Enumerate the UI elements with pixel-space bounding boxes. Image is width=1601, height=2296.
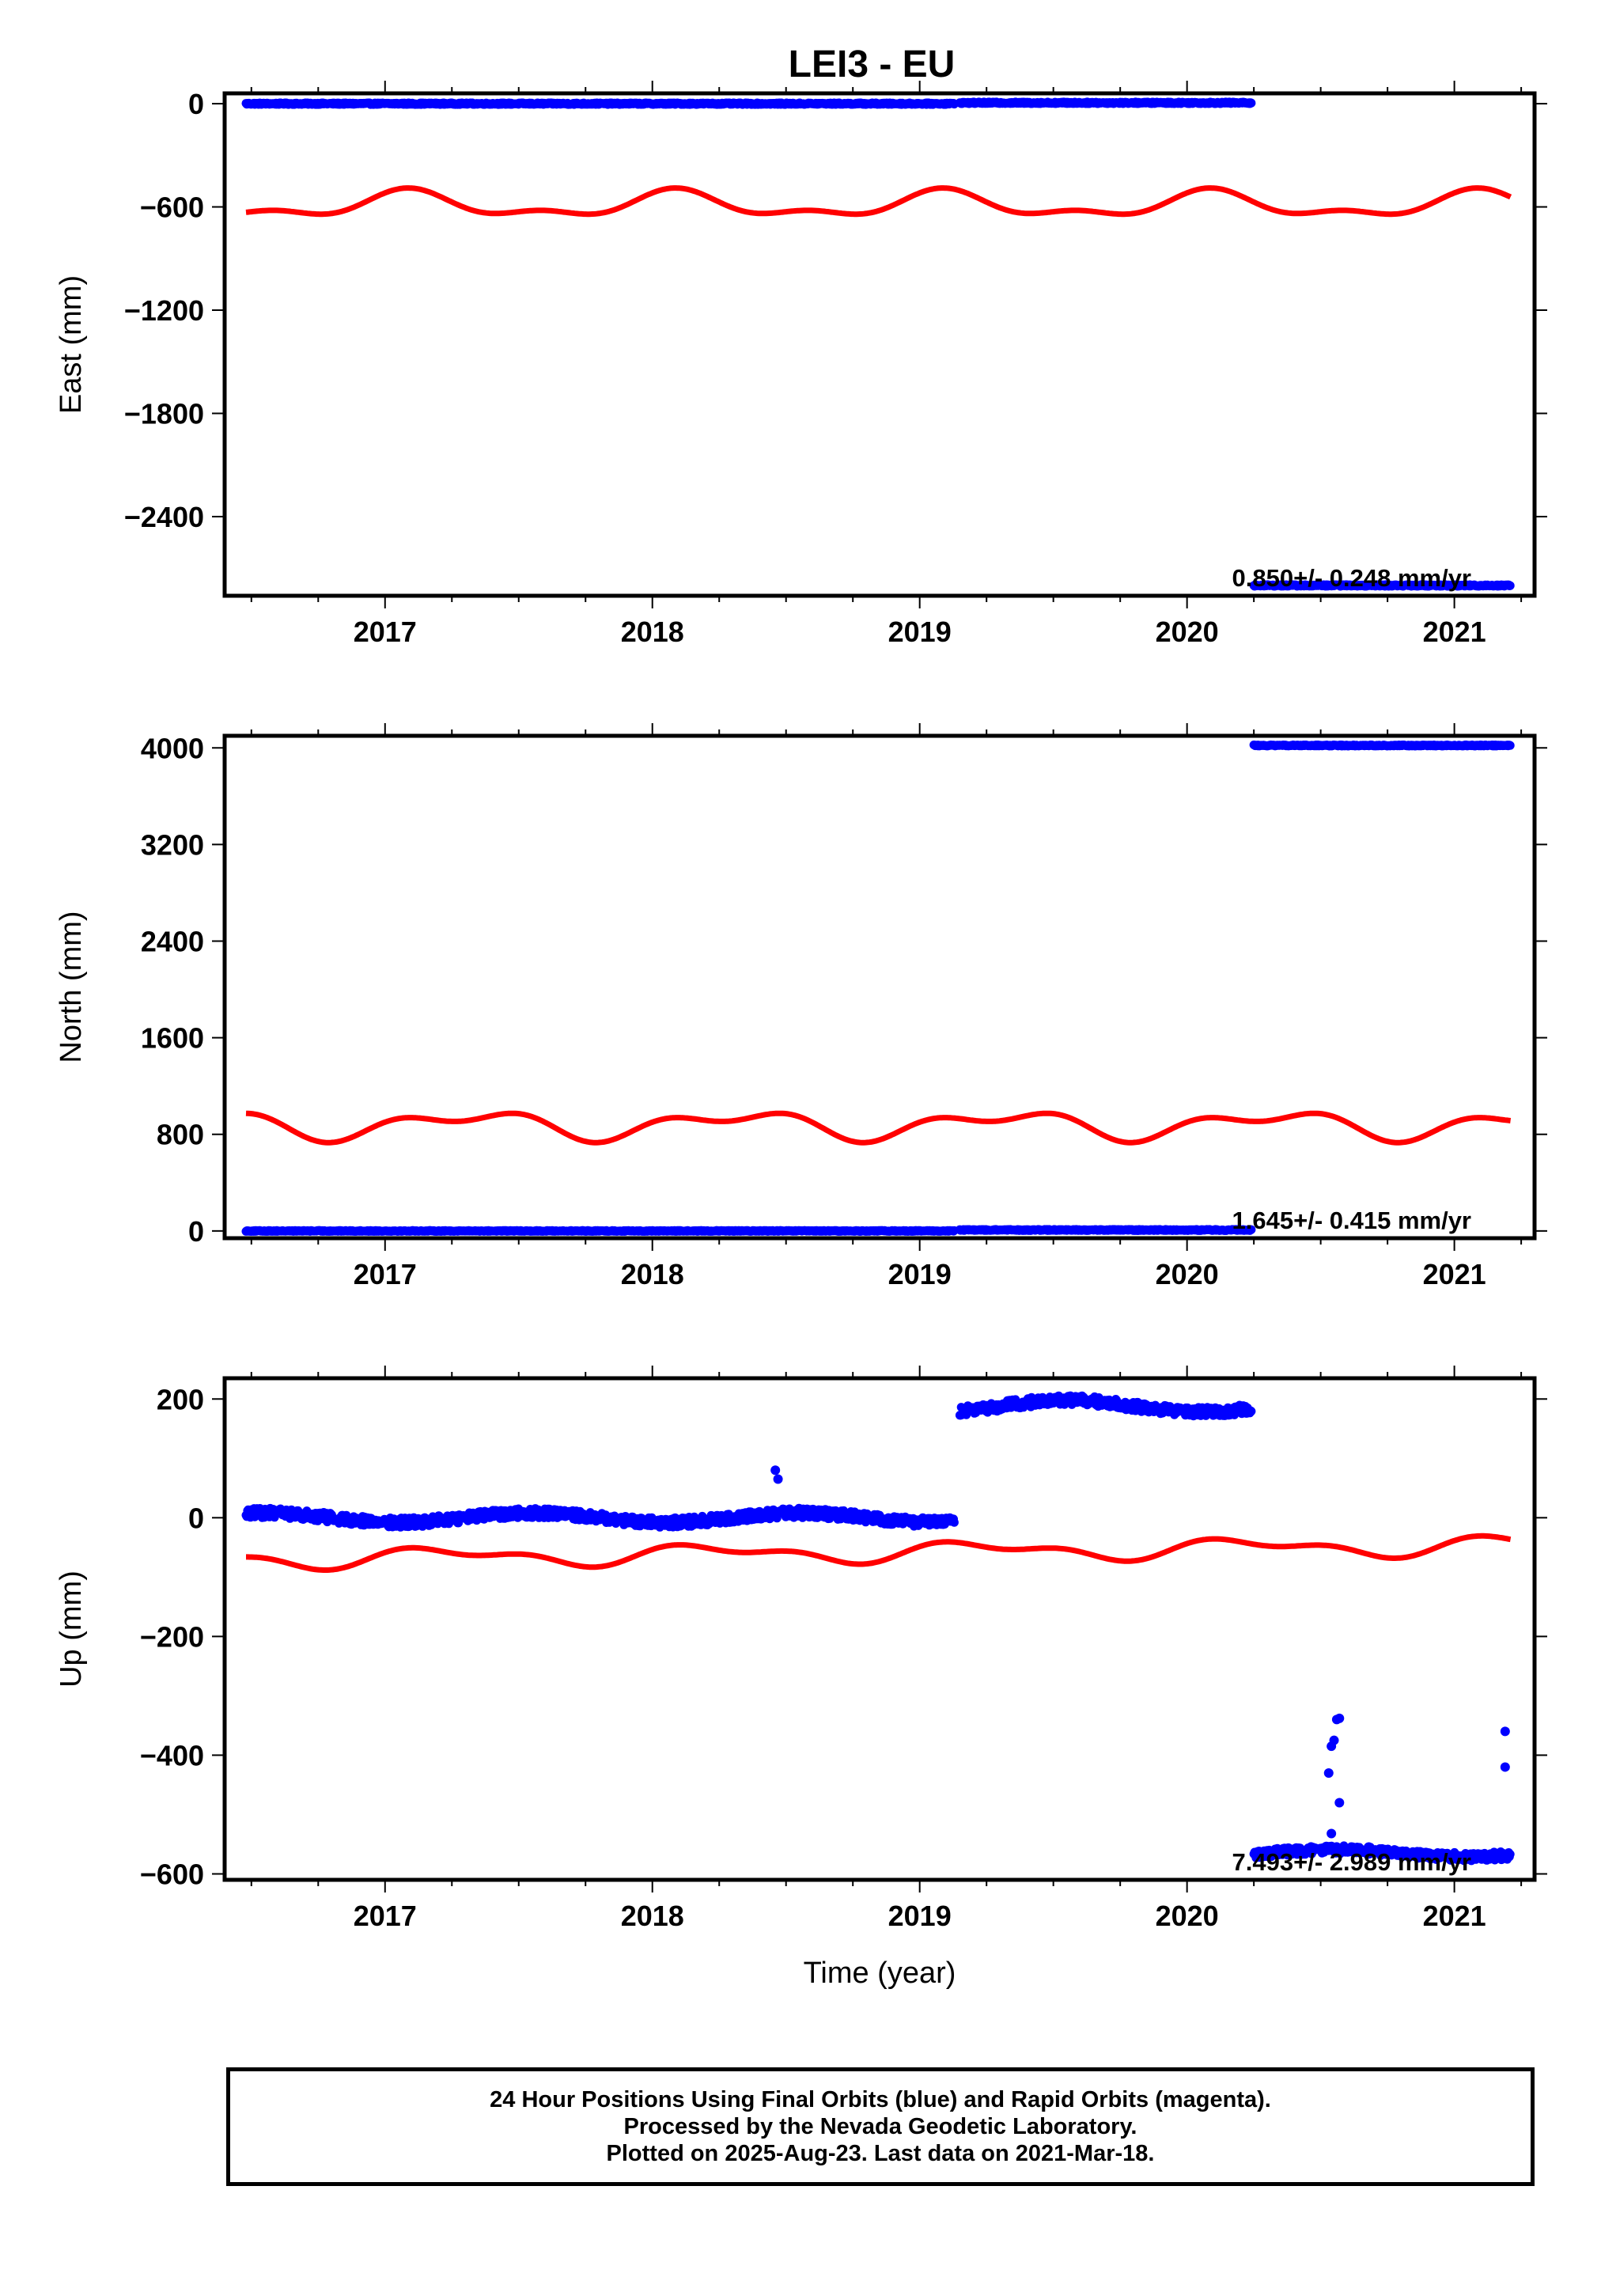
- observed-segment: [241, 1226, 959, 1236]
- y-axis-label: North (mm): [55, 911, 88, 1063]
- x-tick-label: 2019: [888, 616, 952, 648]
- y-tick-label: 3200: [141, 828, 204, 861]
- x-tick-label: 2018: [621, 1900, 684, 1932]
- y-axis-label: East (mm): [55, 275, 88, 414]
- observed-point: [1247, 1225, 1256, 1234]
- observed-point: [1505, 741, 1515, 750]
- observed-segment: [955, 1391, 1256, 1421]
- y-tick-label: 800: [157, 1119, 204, 1151]
- chart-title: LEI3 - EU: [789, 44, 956, 85]
- observed-segment: [241, 98, 959, 109]
- rate-label: 1.645+/- 0.415 mm/yr: [1232, 1207, 1471, 1234]
- x-tick-label: 2021: [1423, 1900, 1486, 1932]
- x-tick-label: 2019: [888, 1258, 952, 1290]
- y-tick-label: 4000: [141, 732, 204, 764]
- up-panel: 2017 2018 2019 2020 2021 200 0 −200 −400 −600 Up (…: [55, 1366, 1547, 1990]
- x-axis-label: Time (year): [804, 1957, 956, 1990]
- y-tick-label: −600: [140, 191, 204, 224]
- y-tick-label: 0: [188, 88, 204, 120]
- y-tick-label: 0: [188, 1215, 204, 1248]
- observed-point: [1505, 581, 1515, 590]
- plot-frame: [222, 91, 1537, 598]
- north-panel: 2017 2018 2019 2020 2021 0 800 1600 2400 3200 4000…: [55, 723, 1547, 1290]
- x-tick-label: 2018: [621, 1258, 684, 1290]
- observed-segment: [1249, 741, 1515, 751]
- observed-point: [949, 1517, 959, 1527]
- x-tick-label: 2017: [354, 1900, 417, 1932]
- observed-segment: [955, 97, 1256, 108]
- x-tick-label: 2020: [1156, 616, 1219, 648]
- observed-segment: [1249, 580, 1515, 591]
- observed-segment: [241, 1503, 959, 1532]
- y-tick-label: −2400: [124, 501, 204, 533]
- x-tick-label: 2020: [1156, 1900, 1219, 1932]
- model-curve: [244, 1110, 1512, 1146]
- rate-label: 0.850+/- 0.248 mm/yr: [1232, 564, 1471, 592]
- x-tick-label: 2020: [1156, 1258, 1219, 1290]
- x-tick-label: 2021: [1423, 616, 1486, 648]
- y-tick-label: −400: [140, 1739, 204, 1771]
- y-tick-label: 0: [188, 1502, 204, 1534]
- x-tick-label: 2017: [354, 1258, 417, 1290]
- y-tick-label: 1600: [141, 1022, 204, 1055]
- observed-segment: [955, 1225, 1256, 1235]
- x-tick-label: 2021: [1423, 1258, 1486, 1290]
- x-tick-label: 2019: [888, 1900, 952, 1932]
- y-tick-label: 2400: [141, 925, 204, 957]
- y-tick-label: −1200: [124, 294, 204, 327]
- y-tick-label: −600: [140, 1858, 204, 1890]
- y-axis-label: Up (mm): [55, 1570, 88, 1688]
- x-tick-label: 2018: [621, 616, 684, 648]
- y-tick-label: −1800: [124, 397, 204, 430]
- model-curve: [244, 185, 1512, 218]
- y-tick-label: −200: [140, 1620, 204, 1653]
- x-tick-label: 2017: [354, 616, 417, 648]
- y-tick-label: 200: [157, 1383, 204, 1415]
- plot-frame: [222, 733, 1537, 1241]
- east-panel: 2017 2018 2019 2020 2021 0 −600 −1200 −1800 −2400…: [55, 81, 1547, 648]
- observed-point: [1247, 98, 1256, 108]
